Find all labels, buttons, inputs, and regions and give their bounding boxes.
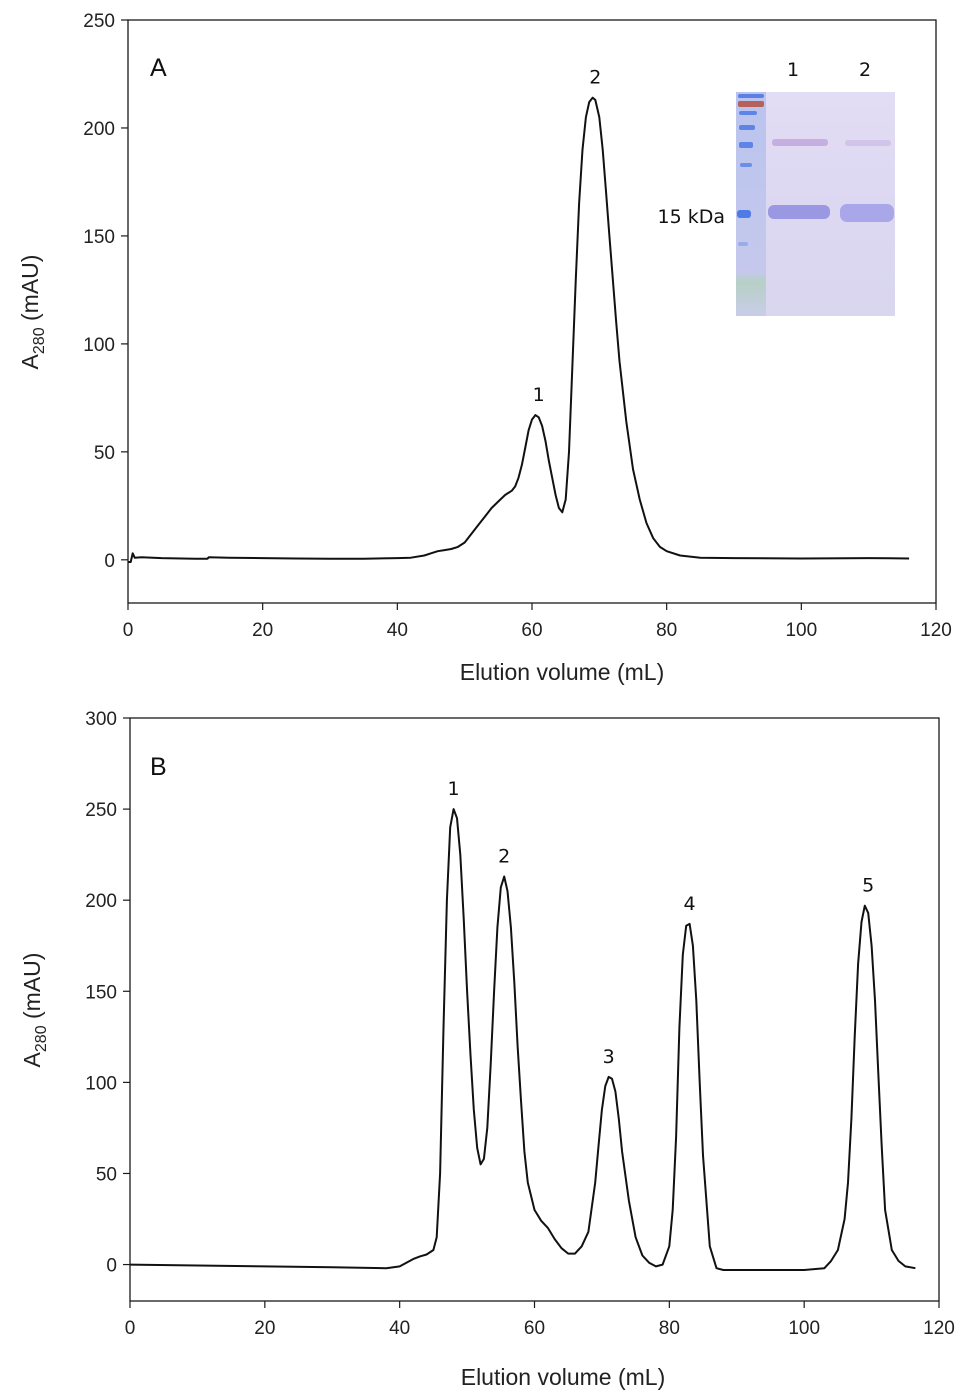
x-tick-label: 80 <box>659 1318 680 1339</box>
panel-a-letter: A <box>150 54 167 82</box>
panel-b-plot-frame <box>129 717 940 1302</box>
panel-b-x-ticks: 0 20 40 60 80 100 120 <box>125 1301 955 1339</box>
panel-b-y-axis-title: A280 (mAU) <box>19 953 50 1068</box>
x-tick-label: 60 <box>524 1318 545 1339</box>
peak-label: 3 <box>603 1046 615 1068</box>
peak-label: 2 <box>589 67 601 89</box>
panel-b-x-axis-title: Elution volume (mL) <box>461 1364 666 1390</box>
peak-label: 1 <box>448 778 460 800</box>
ladder-band <box>739 142 753 148</box>
x-tick-label: 60 <box>521 620 542 641</box>
x-tick-label: 20 <box>252 620 273 641</box>
panel-b-trace <box>129 808 916 1271</box>
gel-15kda-marker-label: 15 kDa <box>658 206 726 228</box>
lane-1-high-band <box>772 139 828 146</box>
peak-label: 4 <box>684 893 696 915</box>
x-tick-label: 80 <box>656 620 677 641</box>
panel-a-y-axis-title: A280 (mAU) <box>17 255 48 370</box>
x-tick-label: 100 <box>788 1318 820 1339</box>
panel-a-x-ticks: 0 20 40 60 80 100 120 <box>123 603 952 641</box>
y-tick-label: 200 <box>85 891 117 912</box>
y-tick-label: 250 <box>85 800 117 821</box>
y-tick-label: 50 <box>94 443 115 464</box>
x-tick-label: 40 <box>387 620 408 641</box>
y-tick-label: 50 <box>96 1164 117 1185</box>
x-tick-label: 40 <box>389 1318 410 1339</box>
x-tick-label: 20 <box>254 1318 275 1339</box>
ladder-band-top-red <box>738 101 764 107</box>
lane-2-15kda-band <box>840 204 894 222</box>
y-tick-label: 200 <box>83 119 115 140</box>
y-tick-label: 100 <box>83 335 115 356</box>
x-tick-label: 100 <box>785 620 817 641</box>
panel-b-peak-labels: 1 2 3 4 5 <box>448 778 875 1068</box>
panel-a-x-axis-title: Elution volume (mL) <box>460 659 665 685</box>
y-tick-label: 0 <box>106 1256 117 1277</box>
panel-b-y-ticks: 0 50 100 150 200 250 300 <box>85 709 130 1277</box>
y-tick-label: 100 <box>85 1073 117 1094</box>
y-tick-label: 300 <box>85 709 117 730</box>
panel-b-letter: B <box>150 753 167 781</box>
panel-a-y-ticks: 0 50 100 150 200 250 <box>83 11 128 572</box>
ladder-band <box>739 111 757 115</box>
y-tick-label: 150 <box>85 982 117 1003</box>
lane-1-15kda-band <box>768 205 830 219</box>
panel-b: B 0 50 100 150 200 250 300 0 20 40 60 80 100 120 1 2 3… <box>19 709 955 1390</box>
ladder-band-15kda <box>737 210 751 218</box>
gel-lane-1-label: 1 <box>787 59 799 81</box>
ladder-band <box>738 94 764 98</box>
gel-lane-2-label: 2 <box>859 59 871 81</box>
sds-page-gel-inset: 1 2 15 kDa <box>658 59 895 316</box>
peak-label: 1 <box>533 384 545 406</box>
x-tick-label: 0 <box>123 620 134 641</box>
peak-label: 5 <box>862 875 874 897</box>
ladder-band <box>740 163 752 167</box>
y-tick-label: 0 <box>104 551 115 572</box>
x-tick-label: 120 <box>920 620 952 641</box>
x-tick-label: 120 <box>923 1318 955 1339</box>
lane-2-high-band <box>845 140 891 146</box>
x-tick-label: 0 <box>125 1318 136 1339</box>
y-tick-label: 250 <box>83 11 115 32</box>
ladder-band <box>739 125 755 130</box>
peak-label: 2 <box>498 846 510 868</box>
ladder-band <box>738 242 748 246</box>
panel-a-peak-labels: 12 <box>533 67 602 406</box>
panel-a-plot-frame <box>127 19 937 604</box>
y-tick-label: 150 <box>83 227 115 248</box>
panel-a-trace <box>128 96 910 563</box>
